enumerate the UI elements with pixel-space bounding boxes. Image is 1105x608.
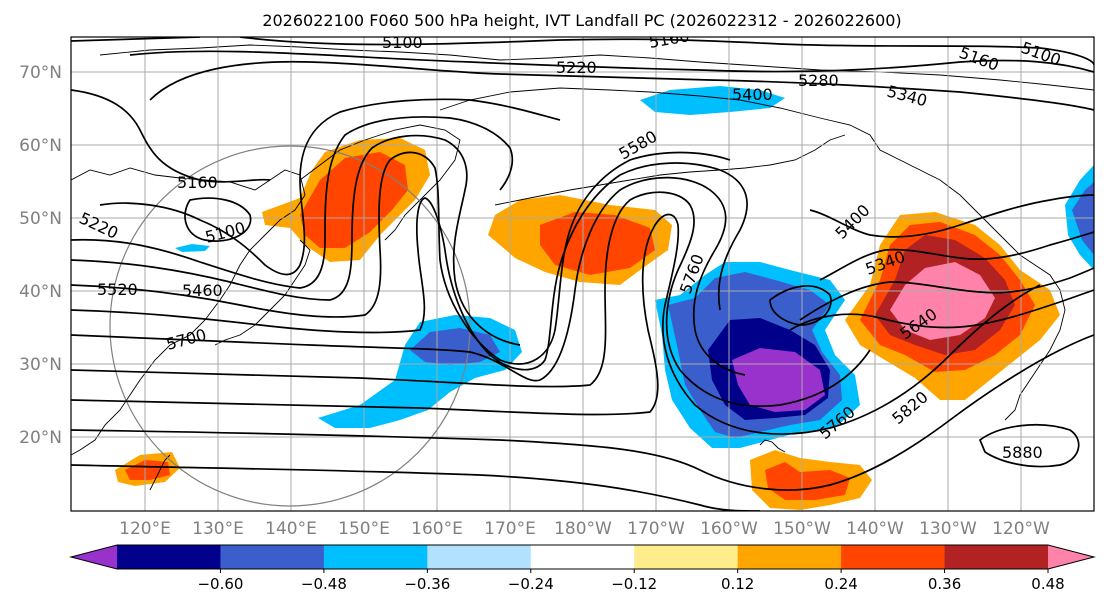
ivt-positive-region-nepacific [890,262,995,340]
height-contour [71,162,748,371]
colorbar-ticks: −0.60 −0.48 −0.36 −0.24 −0.12 0.12 0.24 0.36 0.4… [197,569,1065,593]
colorbar-segment [944,545,1049,569]
map-content: 5100 5160 5100 5220 5280 5340 5160 5400 … [71,33,1094,511]
lon-label: 140°E [265,519,317,539]
colorbar-tick-label: −0.24 [508,575,554,593]
height-contour [809,194,1094,238]
lat-label: 20°N [19,428,62,448]
colorbar-tick-label: 0.36 [928,575,961,593]
lon-label: 170°E [484,519,536,539]
lon-label: 130°W [919,519,977,539]
coastline-japan [214,239,311,346]
ivt-negative-region-small [175,244,210,252]
height-contour [71,89,271,183]
height-contour [71,116,514,289]
coastline-philippines [149,454,171,491]
contour-label: 5520 [97,280,138,299]
map-frame [70,36,1095,512]
colorbar-segment [427,545,532,569]
contour-label: 5100 [382,33,423,52]
colorbar-tick-label: 0.24 [824,575,857,593]
lat-label: 30°N [19,355,62,375]
lon-label: 120°W [992,519,1050,539]
colorbar-outline [69,544,1096,570]
colorbar-tick-label: 0.12 [721,575,754,593]
lat-label: 60°N [19,136,62,156]
colorbar-segment [634,545,739,569]
height-contour [239,37,1094,66]
lon-label: 160°E [411,519,463,539]
colorbar-segment [530,545,635,569]
colorbar-segment [323,545,428,569]
height-contour [71,464,761,511]
height-contour [149,60,1094,111]
colorbar-extend-high [1048,545,1094,569]
coastline-aleutians [494,134,846,206]
height-contour [71,176,746,382]
lon-label: 170°W [627,519,685,539]
lon-label: 180°W [554,519,612,539]
ivt-negative-region-wpac [410,328,500,365]
ivt-positive-region-philippines [125,460,170,480]
coastline-arctic [99,44,1094,91]
height-contour [978,424,1080,468]
height-contour [799,267,1094,321]
lon-label: 160°W [700,519,758,539]
height-contour [819,231,1094,281]
coastlines [71,44,1094,491]
height-contour [71,134,521,346]
height-contour [769,285,832,326]
contour-label: 5220 [556,58,597,77]
lat-label: 50°N [19,209,62,229]
ivt-negative-region-arctic [640,86,785,115]
contour-label: 5460 [182,281,223,300]
contour-label: 5880 [1002,443,1043,462]
lon-label: 140°W [846,519,904,539]
lat-label: 40°N [19,282,62,302]
height-contours [71,37,1094,511]
colorbar-segment [841,545,946,569]
lat-label: 70°N [19,63,62,83]
height-contour [184,197,252,242]
ivt-positive-region-bering [540,212,655,275]
latitude-labels: 70°N 60°N 50°N 40°N 30°N 20°N [19,63,62,448]
coastline-hawaii [759,439,786,453]
colorbar-extend-low [71,545,117,569]
height-contour [71,213,1041,435]
coastline-asia [71,167,306,456]
contour-label: 5280 [798,71,839,90]
height-contour [129,50,1094,73]
colorbar-segments [117,545,1049,569]
colorbar-tick-label: −0.36 [404,575,450,593]
colorbar-segment [117,545,221,569]
contour-label: 5160 [177,173,218,192]
lon-label: 150°E [338,519,390,539]
colorbar: −0.60 −0.48 −0.36 −0.24 −0.12 0.12 0.24 0.36 0.4… [69,544,1096,593]
height-contour [71,151,731,365]
graticule [71,37,1094,511]
height-contour [789,289,1094,331]
contour-labels: 5100 5160 5100 5220 5280 5340 5160 5400 … [76,33,1063,462]
height-contour [71,334,1094,491]
colorbar-segment [220,545,325,569]
coastline-kamchatka [299,124,461,241]
coastline-alaska [439,87,1066,421]
colorbar-tick-label: 0.48 [1031,575,1064,593]
colorbar-tick-label: −0.12 [611,575,657,593]
contour-label: 5400 [732,85,773,104]
range-circle [109,145,471,507]
map-title: 2026022100 F060 500 hPa height, IVT Land… [262,11,901,30]
lon-label: 120°E [119,519,171,539]
colorbar-tick-label: −0.60 [197,575,243,593]
height-contour [71,191,871,408]
height-contour [99,98,561,276]
lon-label: 150°W [773,519,831,539]
longitude-labels: 120°E 130°E 140°E 150°E 160°E 170°E 180°… [119,519,1050,539]
colorbar-tick-label: −0.48 [301,575,347,593]
lon-label: 130°E [192,519,244,539]
colorbar-segment [737,545,842,569]
height-contour [71,37,201,42]
